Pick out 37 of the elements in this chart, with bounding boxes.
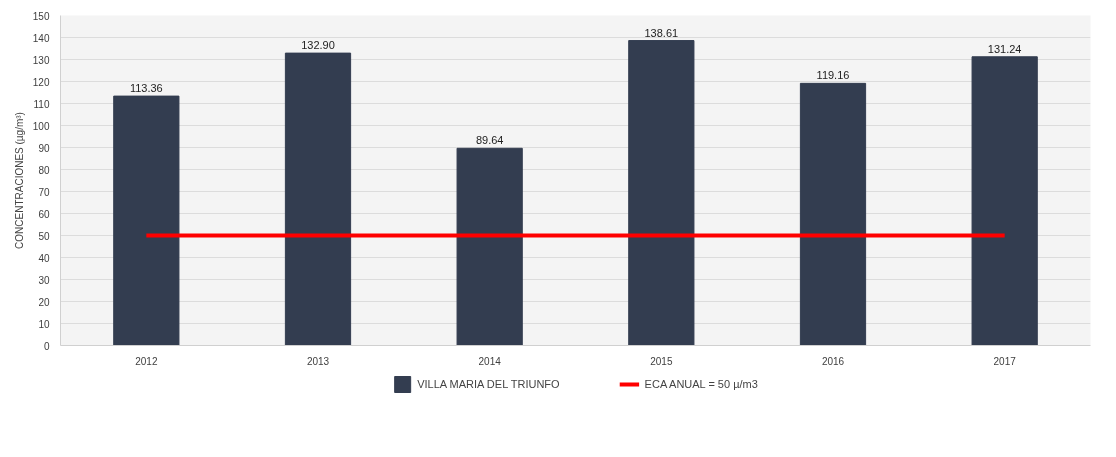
y-tick-label: 50 (38, 230, 50, 242)
y-tick-label: 40 (38, 252, 50, 264)
x-tick-label: 2012 (135, 355, 158, 367)
x-tick-label: 2015 (650, 355, 673, 367)
y-tick-label: 60 (38, 208, 50, 220)
y-tick-label: 100 (32, 120, 50, 132)
y-tick-label: 110 (33, 98, 50, 110)
bar (456, 147, 523, 346)
y-tick-label: 70 (38, 186, 50, 198)
data-label: 89.64 (475, 134, 504, 147)
y-axis-title: CONCENTRACIONES (µg/m³) (13, 112, 25, 249)
legend-label: VILLA MARIA DEL TRIUNFO (417, 378, 560, 390)
data-label: 132.90 (301, 39, 335, 52)
y-tick-label: 80 (38, 164, 50, 176)
y-tick-label: 10 (38, 318, 50, 330)
bar (971, 56, 1038, 346)
y-tick-label: 20 (38, 296, 50, 308)
y-tick-label: 130 (32, 54, 50, 66)
y-tick-label: 150 (32, 10, 50, 22)
x-tick-label: 2014 (478, 355, 502, 367)
data-label: 119.16 (816, 69, 850, 82)
y-tick-label: 140 (32, 32, 50, 44)
x-tick-label: 2013 (306, 355, 330, 367)
data-label: 131.24 (987, 42, 1022, 55)
y-tick-label: 0 (43, 340, 50, 352)
y-tick-label: 30 (38, 274, 50, 286)
bar (284, 52, 352, 346)
data-label: 113.36 (129, 82, 163, 95)
bar (113, 95, 180, 346)
x-tick-label: 2016 (821, 355, 845, 367)
x-tick-label: 2017 (993, 355, 1017, 367)
legend-label: ECA ANUAL = 50 µ/m3 (644, 378, 758, 390)
y-tick-label: 120 (32, 76, 50, 88)
bar (628, 40, 695, 346)
data-label: 138.61 (644, 26, 679, 39)
y-tick-label: 90 (38, 142, 50, 154)
bar (799, 82, 867, 346)
